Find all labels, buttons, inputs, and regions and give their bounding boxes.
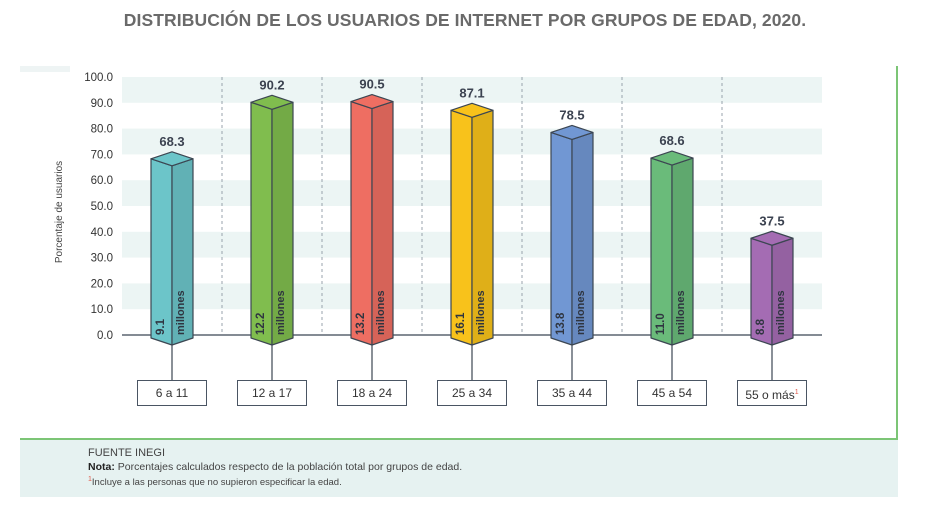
data-label: 37.5 (759, 213, 784, 228)
users-millions-value: 16.1 (455, 312, 467, 335)
bar-face-top (150, 151, 194, 167)
x-tick-footnote-mark: 1 (794, 389, 799, 396)
x-tick-label: 25 a 34 (437, 380, 507, 406)
x-tick-label-text: 35 a 44 (551, 386, 593, 400)
x-tick-label-text: 6 a 11 (155, 386, 189, 400)
y-tick-label: 30.0 (91, 253, 113, 265)
y-tick-label: 80.0 (91, 124, 113, 136)
x-tick-label: 55 o más1 (737, 380, 807, 406)
y-tick-label: 90.0 (91, 98, 113, 110)
y-tick-label: 40.0 (91, 227, 113, 239)
users-millions-unit: millones (375, 290, 387, 335)
users-millions-value: 12.2 (255, 313, 267, 335)
bar-face-top (250, 94, 294, 110)
frame-bottom-border (20, 438, 898, 440)
note-body: Porcentajes calculados respecto de la po… (114, 461, 463, 473)
x-tick-label: 45 a 54 (637, 380, 707, 406)
users-millions-value: 13.8 (555, 312, 567, 335)
users-millions-unit: millones (275, 290, 287, 335)
x-tick-label-text: 25 a 34 (451, 386, 493, 400)
y-tick-label: 50.0 (91, 201, 113, 213)
grid-band (122, 77, 822, 103)
users-millions-value: 13.2 (355, 313, 367, 335)
footnote-body: Incluye a las personas que no supieron e… (91, 477, 342, 489)
users-millions-value: 8.8 (755, 318, 767, 335)
note-text: Nota: Porcentajes calculados respecto de… (88, 461, 462, 473)
data-label: 90.5 (359, 77, 384, 92)
users-millions-unit: millones (175, 290, 187, 335)
x-tick-label-text: 12 a 17 (251, 386, 293, 400)
bar-face-left (450, 109, 473, 346)
bar-face-top (450, 102, 494, 118)
footer-panel: FUENTE INEGI Nota: Porcentajes calculado… (20, 440, 898, 497)
bar-face-top (550, 124, 594, 141)
y-axis-title: Porcentaje de usuarios (54, 161, 65, 263)
bar-chart: 0.0 10.0 20.0 30.0 40.0 50.0 60.0 70.0 80.0 90.0 1… (54, 72, 822, 380)
x-tick-label: 6 a 11 (137, 380, 207, 406)
y-tick-label: 70.0 (91, 149, 113, 161)
users-millions-unit: millones (775, 290, 787, 335)
chart-title: DISTRIBUCIÓN DE LOS USUARIOS DE INTERNET… (123, 10, 807, 30)
bar-face-left (350, 100, 373, 346)
x-tick-label: 35 a 44 (537, 380, 607, 406)
users-millions-value: 11.0 (655, 313, 667, 335)
y-tick-label: 0.0 (97, 330, 113, 342)
bar-face-left (250, 101, 273, 346)
y-tick-label: 10.0 (91, 304, 113, 316)
source-text: FUENTE INEGI (88, 447, 166, 459)
bar-face-top (750, 230, 794, 246)
bar-face-top (650, 150, 694, 166)
footnote-mark: 1 (88, 476, 92, 483)
data-label: 68.3 (159, 134, 184, 149)
frame-right-border (896, 66, 898, 440)
data-label: 90.2 (259, 77, 284, 92)
y-tick-label: 20.0 (91, 278, 113, 290)
x-tick-label-text: 18 a 24 (351, 386, 393, 400)
y-tick-label: 100.0 (84, 72, 113, 84)
users-millions-unit: millones (675, 290, 687, 335)
footnote-text: 1Incluye a las personas que no supieron … (88, 476, 342, 488)
x-tick-label: 18 a 24 (337, 380, 407, 406)
data-label: 87.1 (459, 85, 484, 100)
bar-face-top (350, 93, 394, 110)
bar-face-left (150, 158, 173, 346)
users-millions-value: 9.1 (155, 318, 167, 335)
x-tick-label: 12 a 17 (237, 380, 307, 406)
note-label: Nota: (88, 461, 115, 473)
users-millions-unit: millones (475, 290, 487, 335)
data-label: 68.6 (659, 133, 684, 148)
users-millions-unit: millones (575, 290, 587, 335)
data-label: 78.5 (559, 107, 584, 122)
frame-corner (20, 66, 70, 72)
y-tick-label: 60.0 (91, 175, 113, 187)
x-tick-label-text: 45 a 54 (651, 386, 693, 400)
x-tick-label-text: 55 o más (745, 388, 795, 402)
